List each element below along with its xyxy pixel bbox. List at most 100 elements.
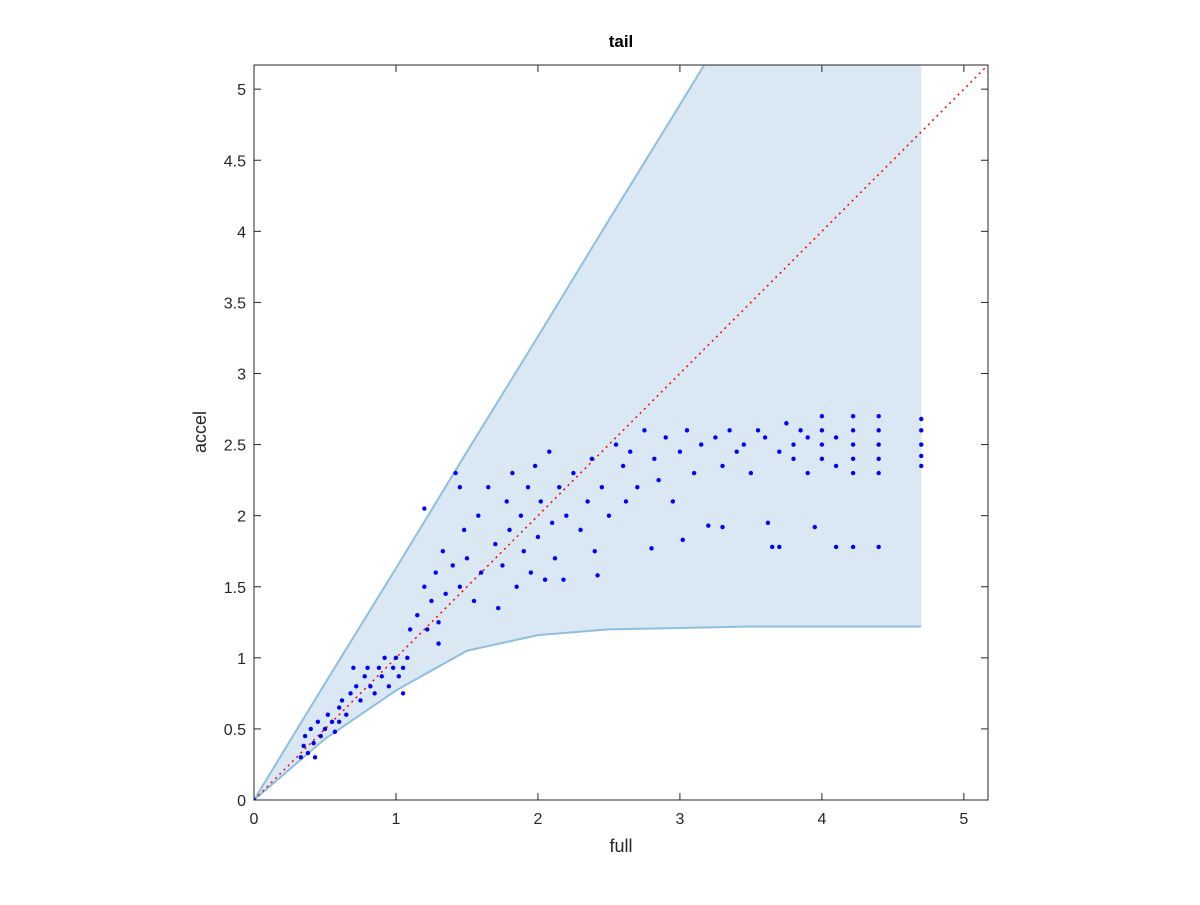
point: [663, 435, 668, 440]
point: [486, 485, 491, 490]
point: [713, 435, 718, 440]
point: [762, 435, 768, 440]
point: [620, 463, 626, 469]
point: [777, 449, 782, 454]
point: [919, 428, 924, 433]
point: [518, 513, 524, 518]
y-tick-label: 0: [237, 793, 246, 810]
point: [833, 544, 839, 550]
point: [833, 435, 839, 440]
point: [365, 665, 370, 670]
point: [623, 499, 629, 504]
y-tick-label: 2: [237, 509, 246, 526]
point: [457, 485, 463, 490]
point: [302, 733, 308, 739]
point: [727, 428, 732, 433]
point: [706, 523, 711, 528]
chart-title: tail: [609, 32, 634, 51]
point: [741, 442, 747, 447]
point: [368, 684, 373, 689]
point: [372, 691, 377, 696]
point: [336, 705, 342, 710]
point: [354, 684, 359, 689]
point: [450, 563, 455, 568]
point: [336, 719, 342, 725]
point: [348, 691, 353, 696]
reference-line: [254, 65, 988, 800]
point: [358, 698, 363, 703]
point: [599, 485, 605, 490]
point: [325, 712, 331, 717]
point: [635, 485, 640, 490]
y-tick-label: 1.5: [224, 580, 246, 597]
y-axis-label: accel: [190, 411, 210, 453]
point: [476, 513, 481, 518]
point: [805, 470, 810, 476]
point: [812, 524, 817, 530]
point: [329, 719, 335, 725]
x-tick-label: 1: [392, 811, 401, 828]
point: [876, 470, 881, 476]
point: [422, 584, 427, 589]
point: [440, 549, 446, 554]
point: [649, 546, 654, 551]
point: [376, 665, 382, 670]
x-tick-label: 4: [817, 811, 826, 828]
point: [429, 598, 434, 604]
band-edge: [254, 625, 922, 800]
point: [691, 470, 697, 476]
point: [805, 435, 810, 440]
point: [850, 470, 856, 476]
point: [525, 485, 531, 490]
point: [652, 456, 657, 462]
point: [557, 485, 562, 490]
point: [720, 524, 725, 530]
band-edge: [254, 65, 706, 800]
point: [850, 544, 856, 550]
point: [784, 421, 789, 426]
point: [876, 544, 881, 550]
point: [677, 449, 683, 454]
point: [425, 627, 430, 632]
point: [720, 463, 725, 469]
point: [461, 527, 467, 533]
x-axis-label: full: [609, 836, 632, 856]
y-tick-label: 0.5: [224, 722, 246, 739]
point: [478, 570, 484, 575]
point: [542, 577, 548, 582]
point: [819, 442, 825, 447]
x-tick-label: 2: [533, 811, 542, 828]
point: [344, 712, 349, 717]
point: [457, 584, 463, 589]
y-tick-label: 3.5: [224, 295, 246, 312]
point: [850, 456, 856, 462]
point: [407, 627, 413, 632]
point: [755, 428, 761, 433]
point: [656, 477, 661, 483]
point: [876, 456, 881, 462]
point: [400, 665, 406, 670]
point: [422, 506, 427, 511]
point: [819, 456, 825, 462]
point: [684, 428, 690, 433]
axes-box: [253, 64, 989, 801]
y-tick-label: 4: [237, 224, 246, 241]
point: [765, 520, 771, 525]
point: [578, 527, 583, 533]
point: [850, 428, 856, 433]
point: [850, 413, 856, 419]
point: [613, 442, 619, 447]
point: [538, 499, 543, 504]
point: [405, 655, 410, 661]
point: [433, 570, 438, 575]
point: [595, 573, 600, 578]
x-tick-label: 5: [959, 811, 968, 828]
y-tick-label: 3: [237, 367, 246, 384]
point: [495, 605, 501, 611]
y-tick-label: 1: [237, 651, 246, 668]
point: [362, 674, 367, 679]
point: [833, 463, 839, 469]
point: [396, 674, 402, 679]
point: [298, 755, 304, 760]
point: [561, 577, 566, 582]
